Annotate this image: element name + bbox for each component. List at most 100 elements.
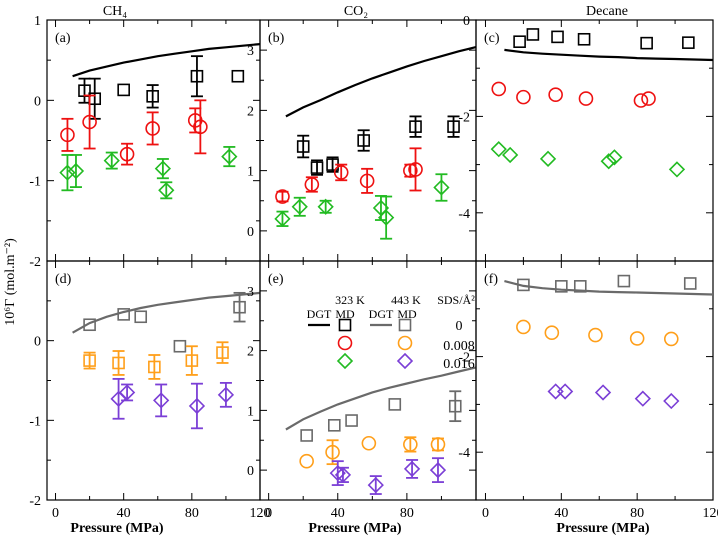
x-tick-label: 0: [482, 506, 489, 521]
data-point: [145, 121, 160, 136]
legend-marker-323: [336, 352, 354, 370]
data-point: [556, 383, 574, 400]
data-point: [403, 163, 418, 178]
data-point: [447, 120, 460, 133]
column-title-co2: CO₂: [344, 4, 368, 19]
panel-d: -2-100 40 80 120(d): [29, 260, 271, 521]
dgt-curve: [504, 48, 714, 62]
data-point: [634, 390, 651, 407]
md-series: [329, 457, 447, 495]
legend: 323 K 443 K SDS/Å² DGT MD DGT MD 0 0.008…: [307, 293, 476, 372]
panel-frame: [475, 260, 714, 501]
data-point: [221, 148, 238, 165]
y-tick-label: 0: [34, 94, 41, 109]
data-point: [361, 435, 377, 451]
data-point: [117, 308, 130, 321]
legend-dgt-323: DGT: [307, 307, 332, 321]
data-point: [296, 140, 310, 153]
data-point: [403, 460, 421, 478]
data-point: [146, 90, 159, 103]
data-point: [600, 153, 617, 170]
dgt-curve: [72, 43, 261, 78]
data-point: [103, 152, 120, 169]
data-point: [188, 397, 206, 415]
y-tick-label: -2: [458, 351, 470, 366]
x-tick-label: 40: [554, 506, 568, 521]
y-tick-label: 1: [34, 14, 41, 29]
x-tick-label: 120: [703, 506, 718, 521]
legend-header-323: 323 K: [335, 293, 365, 307]
md-series: [516, 319, 679, 347]
y-tick-label: 0: [247, 225, 254, 240]
data-point: [300, 429, 313, 442]
legend-marker-443: [396, 352, 414, 370]
md-series: [517, 274, 697, 293]
data-point: [317, 198, 334, 215]
legend-header-sds: SDS/Å²: [437, 293, 475, 307]
x-axis-label-co2: Pressure (MPa): [308, 521, 402, 536]
y-tick-label: 2: [247, 104, 254, 119]
data-point: [491, 81, 507, 97]
md-series: [490, 141, 686, 178]
data-point: [83, 354, 96, 367]
y-tick-label: 0: [247, 464, 254, 479]
md-series: [110, 378, 235, 430]
data-point: [83, 318, 96, 332]
y-tick-label: -1: [29, 175, 41, 190]
data-point: [158, 182, 175, 199]
data-point: [304, 177, 320, 192]
data-point: [548, 87, 563, 103]
md-series: [300, 390, 462, 442]
data-point: [682, 36, 695, 49]
md-series: [513, 28, 695, 50]
legend-dgt-443: DGT: [369, 307, 394, 321]
y-tick-label: -4: [458, 446, 470, 461]
data-point: [663, 331, 679, 347]
y-tick-label: -2: [29, 494, 41, 509]
panel-label: (c): [484, 31, 500, 46]
panel-c: -4 -2 0 (c): [458, 14, 714, 262]
data-point: [683, 277, 697, 290]
panel-a: -2 -1 0 1 (a): [29, 14, 261, 270]
panel-b: 0 1 2 3 (b): [247, 19, 477, 262]
data-point: [173, 339, 187, 353]
data-point: [633, 93, 649, 108]
data-point: [190, 69, 204, 83]
y-tick-label: 3: [247, 285, 254, 300]
y-tick-label: 1: [247, 165, 254, 180]
legend-md-443: MD: [397, 307, 417, 321]
data-point: [577, 32, 591, 46]
data-point: [333, 165, 349, 180]
legend-header-443: 443 K: [391, 293, 421, 307]
data-point: [448, 399, 462, 413]
md-series: [59, 146, 238, 200]
dgt-curve: [504, 280, 714, 296]
y-tick-label: -2: [29, 255, 41, 270]
data-point: [409, 120, 422, 133]
panel-label: (d): [55, 272, 72, 287]
panel-label: (b): [268, 31, 285, 46]
data-point: [378, 209, 395, 226]
panel-label: (e): [268, 272, 284, 287]
data-point: [629, 331, 645, 346]
data-point: [617, 274, 631, 288]
data-point: [551, 30, 564, 44]
data-point: [640, 36, 653, 50]
x-tick-label: 120: [250, 506, 271, 521]
y-tick-label: 2: [247, 345, 254, 360]
dgt-curve: [72, 291, 261, 334]
data-point: [299, 453, 314, 469]
data-point: [112, 356, 125, 370]
data-point: [334, 466, 352, 484]
data-point: [594, 384, 612, 401]
y-tick-label: 0: [34, 335, 41, 350]
y-tick-label: 0: [463, 14, 470, 29]
x-tick-label: 0: [265, 506, 272, 521]
data-point: [433, 179, 450, 196]
md-series: [491, 81, 656, 108]
x-tick-label: 80: [400, 506, 414, 521]
md-series: [78, 55, 245, 120]
data-point: [154, 160, 172, 177]
